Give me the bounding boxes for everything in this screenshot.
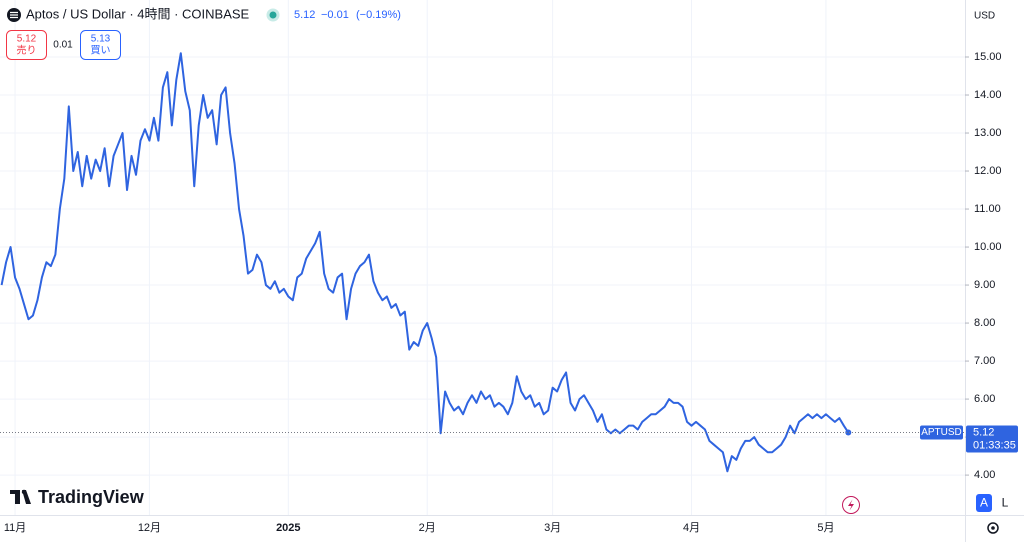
lightning-icon <box>848 499 854 511</box>
symbol-icon-lines <box>10 11 18 19</box>
brand-name[interactable]: TradingView <box>38 487 145 507</box>
x-tick-label: 3月 <box>544 522 561 534</box>
y-tick-label: 4.00 <box>974 469 995 481</box>
x-tick-label: 2025 <box>276 522 300 534</box>
y-tick-label: 7.00 <box>974 355 995 367</box>
chart-title[interactable]: Aptos / US Dollar · 4時間 · COINBASE <box>26 6 250 21</box>
last-point <box>845 429 852 436</box>
auto-scale-button[interactable] <box>976 494 992 512</box>
sell-button[interactable] <box>6 30 47 60</box>
price-line <box>0 52 850 473</box>
y-tick-label: 10.00 <box>974 241 1002 253</box>
symbol-label: APTUSD <box>921 427 962 438</box>
grid <box>0 0 965 515</box>
y-tick-label: 6.00 <box>974 393 995 405</box>
brand-logo <box>10 490 31 504</box>
sell-price: 5.12 <box>17 34 37 45</box>
price-label-bg <box>966 425 1018 453</box>
brand-logo-dot <box>21 489 27 495</box>
settings-icon[interactable] <box>987 522 999 534</box>
x-tick-label: 2月 <box>419 522 436 534</box>
countdown-label: 01:33:35 <box>973 439 1016 451</box>
y-tick-label: 14.00 <box>974 89 1002 101</box>
buy-button[interactable] <box>80 30 121 60</box>
settings-icon-center <box>991 526 995 530</box>
last-price: 5.12 <box>294 9 315 21</box>
sell-label: 売り <box>17 44 37 57</box>
x-tick-label: 11月 <box>4 522 26 534</box>
symbol-label-bg <box>920 425 963 440</box>
log-scale-label[interactable]: L <box>1002 496 1009 510</box>
currency[interactable]: USD <box>974 11 995 22</box>
price-label: 5.12 <box>973 426 994 438</box>
x-tick-label: 5月 <box>817 522 834 534</box>
y-tick-label: 8.00 <box>974 317 995 329</box>
market-status[interactable] <box>266 8 280 22</box>
y-tick-label: 9.00 <box>974 279 995 291</box>
y-tick-label: 11.00 <box>974 203 1001 215</box>
buy-price: 5.13 <box>91 34 111 45</box>
buy-label: 買い <box>91 45 111 57</box>
price-change: −0.01 <box>321 9 349 21</box>
plot <box>0 52 965 473</box>
overlay: Aptos / US Dollar · 4時間 · COINBASE 5.12 … <box>6 6 1009 534</box>
x-tick-label: 4月 <box>683 522 700 534</box>
y-tick-label: 13.00 <box>974 127 1002 139</box>
y-tick-label: 15.00 <box>974 51 1002 63</box>
y-tick-label: 12.00 <box>974 165 1002 177</box>
x-tick-label: 12月 <box>138 522 161 534</box>
auto-scale-label: A <box>980 496 988 510</box>
price-change-pct: (−0.19%) <box>356 9 401 21</box>
spread: 0.01 <box>53 40 73 51</box>
